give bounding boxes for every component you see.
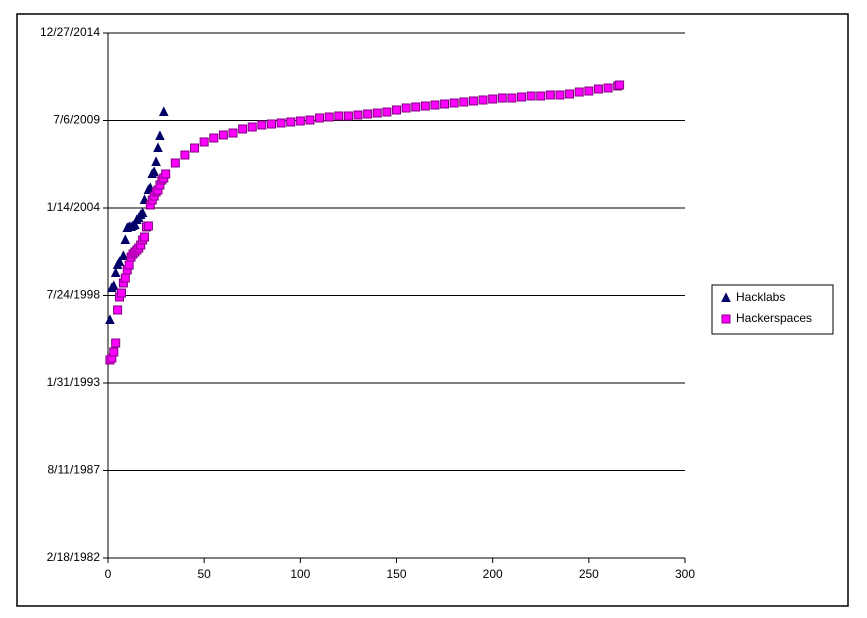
square-marker <box>382 107 392 117</box>
square-marker <box>574 87 584 97</box>
square-marker <box>411 102 421 112</box>
square-marker <box>324 112 334 122</box>
x-tick-label: 250 <box>579 567 599 581</box>
square-marker <box>593 84 603 94</box>
triangle-marker <box>105 314 115 324</box>
square-marker <box>286 117 296 127</box>
legend-label: Hacklabs <box>736 290 785 304</box>
triangle-marker <box>130 219 140 230</box>
y-tick-label: 2/18/1982 <box>47 550 101 564</box>
square-marker <box>238 124 248 134</box>
square-marker <box>555 90 565 100</box>
square-marker <box>615 80 625 90</box>
square-marker <box>603 83 613 93</box>
square-marker <box>111 338 121 348</box>
square-marker <box>488 94 498 104</box>
square-marker <box>161 169 171 179</box>
square-marker <box>276 118 286 128</box>
square-marker <box>170 158 180 168</box>
square-marker <box>517 92 527 102</box>
triangle-marker <box>151 156 161 167</box>
square-marker <box>334 111 344 121</box>
triangle-marker <box>149 166 159 176</box>
square-marker <box>353 110 363 120</box>
triangle-marker <box>110 267 121 278</box>
square-marker <box>526 91 536 101</box>
square-marker <box>257 120 267 130</box>
y-tick-label: 8/11/1987 <box>48 463 101 477</box>
square-marker <box>305 115 315 125</box>
square-marker <box>209 133 219 143</box>
triangle-marker <box>120 234 131 244</box>
y-tick-label: 7/6/2009 <box>53 113 100 127</box>
y-tick-label: 12/27/2014 <box>40 25 100 39</box>
square-marker <box>228 128 238 138</box>
square-marker <box>343 111 353 121</box>
triangle-marker <box>153 142 163 153</box>
triangle-marker <box>137 207 148 217</box>
legend-label: Hackerspaces <box>736 311 812 325</box>
legend-marker <box>721 292 731 302</box>
y-tick-label: 1/31/1993 <box>47 375 101 389</box>
square-marker <box>401 103 411 113</box>
square-marker <box>363 109 373 119</box>
square-marker <box>180 150 190 160</box>
square-marker <box>440 99 450 109</box>
triangle-marker <box>114 256 125 266</box>
square-marker <box>584 86 594 96</box>
square-marker <box>124 260 134 270</box>
square-marker <box>545 90 555 100</box>
chart-border <box>16 13 849 607</box>
legend-box <box>711 284 834 335</box>
triangle-marker <box>158 106 169 117</box>
square-marker <box>247 122 257 132</box>
square-marker <box>478 95 488 105</box>
square-marker <box>218 130 228 140</box>
square-marker <box>266 119 276 129</box>
square-marker <box>392 105 401 115</box>
square-marker <box>113 305 123 315</box>
y-tick-label: 1/14/2004 <box>47 200 101 214</box>
square-marker <box>449 98 459 108</box>
x-tick-label: 200 <box>483 567 503 581</box>
square-marker <box>140 232 150 242</box>
square-marker <box>420 101 430 111</box>
square-marker <box>536 91 546 101</box>
square-marker <box>190 143 200 153</box>
square-marker <box>315 113 325 123</box>
square-marker <box>143 221 153 231</box>
square-marker <box>497 93 507 103</box>
triangle-marker <box>118 250 129 260</box>
square-marker <box>120 273 130 283</box>
legend-marker <box>721 314 731 324</box>
x-tick-label: 0 <box>105 567 112 581</box>
square-marker <box>430 100 440 110</box>
x-tick-label: 100 <box>290 567 310 581</box>
square-marker <box>459 97 469 107</box>
square-marker <box>468 96 478 106</box>
x-tick-label: 50 <box>197 567 211 581</box>
x-tick-label: 150 <box>386 567 406 581</box>
triangle-marker <box>155 130 165 140</box>
square-marker <box>116 288 126 298</box>
square-marker <box>565 89 575 99</box>
x-tick-label: 300 <box>675 567 695 581</box>
square-marker <box>295 116 305 126</box>
square-marker <box>109 347 119 357</box>
triangle-marker <box>108 280 119 291</box>
square-marker <box>372 108 382 118</box>
y-tick-label: 7/24/1998 <box>47 288 101 302</box>
square-marker <box>507 93 517 103</box>
square-marker <box>199 137 209 147</box>
